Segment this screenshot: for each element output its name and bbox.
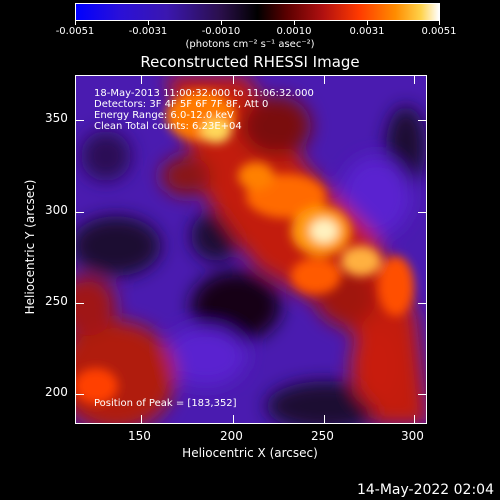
- colorbar: [75, 3, 440, 21]
- image-texture: [76, 76, 426, 423]
- colorbar-tick-label: 0.0051: [421, 26, 457, 37]
- y-tick-label: 300: [45, 203, 68, 217]
- colorbar-tick-label: 0.0031: [349, 26, 385, 37]
- y-tick-label: 350: [45, 111, 68, 125]
- peak-position: Position of Peak = [183,352]: [94, 398, 237, 409]
- y-tick-label: 250: [45, 294, 68, 308]
- plot-title: Reconstructed RHESSI Image: [140, 53, 360, 71]
- rhessi-image: 18-May-2013 11:00:32.000 to 11:06:32.000…: [75, 75, 427, 424]
- colorbar-units: (photons cm⁻² s⁻¹ asec⁻²): [185, 39, 315, 50]
- y-tick-label: 200: [45, 385, 68, 399]
- x-tick-label: 150: [128, 429, 151, 443]
- x-axis-label: Heliocentric X (arcsec): [182, 446, 318, 460]
- info-line: Detectors: 3F 4F 5F 6F 7F 8F, Att 0: [94, 99, 269, 110]
- colorbar-tick-label: -0.0051: [55, 26, 95, 37]
- footer-timestamp: 14-May-2022 02:04: [356, 482, 494, 498]
- x-tick-label: 200: [220, 429, 243, 443]
- colorbar-tick-label: 0.0010: [276, 26, 312, 37]
- info-line: 18-May-2013 11:00:32.000 to 11:06:32.000: [94, 88, 314, 99]
- info-line: Clean Total counts: 6.23E+04: [94, 121, 242, 132]
- colorbar-tick-label: -0.0010: [201, 26, 241, 37]
- x-tick-label: 250: [311, 429, 334, 443]
- y-axis-label: Heliocentric Y (arcsec): [23, 179, 37, 315]
- colorbar-ticks: -0.0051 -0.0031 -0.0010 0.0010 0.0031 0.…: [0, 0, 500, 40]
- info-line: Energy Range: 6.0-12.0 keV: [94, 110, 234, 121]
- x-tick-label: 300: [401, 429, 424, 443]
- colorbar-tick-label: -0.0031: [128, 26, 168, 37]
